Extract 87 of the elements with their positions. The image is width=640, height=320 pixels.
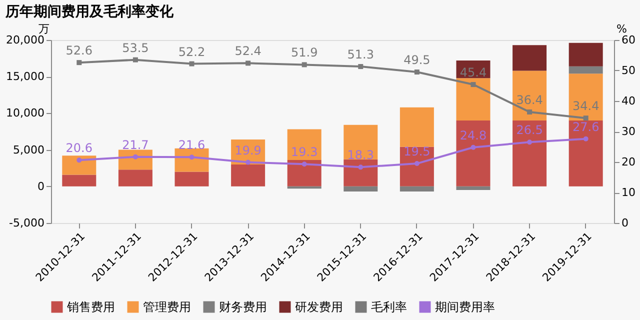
data-label: 52.4 [234,44,262,58]
bar [231,164,266,186]
point [358,64,364,70]
bar [287,129,322,160]
point [527,109,532,114]
y2-axis-title: % [616,22,627,36]
point [583,116,588,121]
point [470,82,476,88]
point [414,70,420,75]
point [132,57,138,62]
point [470,144,476,150]
data-label: 49.5 [404,53,430,68]
legend-label: 研发费用 [295,300,343,314]
y2-tick-label: 20 [622,156,636,168]
data-label: 51.9 [290,46,318,60]
legend-label: 期间费用率 [435,300,495,314]
bar [400,146,434,186]
bar [62,156,96,175]
data-label: 21.6 [178,138,206,152]
point [189,61,194,66]
y2-tick-label: 50 [622,64,636,77]
data-label: 52.2 [178,44,206,59]
data-label: 19.9 [234,143,262,158]
bar [456,186,490,190]
bar [287,186,322,189]
point [132,154,138,160]
point [76,60,82,66]
bar [174,148,209,172]
bar [344,159,378,186]
bar [287,160,322,186]
bar [512,70,547,121]
data-label: 19.3 [290,145,318,160]
bar [512,120,547,186]
data-label: 21.7 [122,138,149,152]
point [189,154,194,160]
y-tick-label: -5,000 [9,216,44,230]
point [414,161,420,166]
point [302,162,307,167]
y-tick-label: 5,000 [13,143,44,156]
bar [568,120,603,186]
y-tick-label: 20,000 [6,34,44,46]
y2-tick-label: 0 [622,216,628,230]
bar [512,45,547,71]
y2-tick-label: 60 [622,34,636,46]
legend-label: 管理费用 [143,300,191,314]
legend-label: 销售费用 [66,300,115,314]
bar [400,107,434,147]
chart-title: 历年期间费用及毛利率变化 [4,3,175,20]
y-tick-label: 15,000 [6,70,44,84]
point [76,158,82,163]
y2-tick-label: 10 [622,186,636,199]
data-label: 53.5 [122,40,149,55]
bar [456,78,490,121]
bar [344,124,378,160]
bar [174,172,209,186]
data-label: 27.6 [572,120,600,134]
data-label: 34.4 [572,99,600,114]
point [302,62,307,68]
y-axis-title: 万 [38,22,50,36]
bar [568,74,603,121]
bar [568,42,603,66]
legend-label: 毛利率 [371,300,407,314]
data-label: 45.4 [460,66,487,80]
y-tick-label: 0 [38,180,44,193]
bar [400,186,434,192]
bar [62,174,96,186]
bar [344,186,378,192]
point [583,136,588,142]
point [358,164,364,170]
bar [568,66,603,74]
y-tick-label: 10,000 [6,106,44,120]
point [527,140,532,145]
data-label: 51.3 [347,48,374,62]
data-label: 19.5 [404,144,430,159]
bar [118,170,152,186]
data-label: 52.6 [66,44,93,58]
legend-label: 财务费用 [219,300,267,314]
y2-tick-label: 40 [622,94,636,108]
data-label: 26.5 [516,123,543,138]
bar [456,120,490,186]
data-label: 20.6 [66,141,93,156]
point [246,160,251,165]
data-label: 36.4 [516,92,543,107]
data-label: 24.8 [460,128,487,142]
point [246,60,251,66]
data-label: 18.3 [347,148,374,162]
y2-tick-label: 30 [622,125,636,138]
